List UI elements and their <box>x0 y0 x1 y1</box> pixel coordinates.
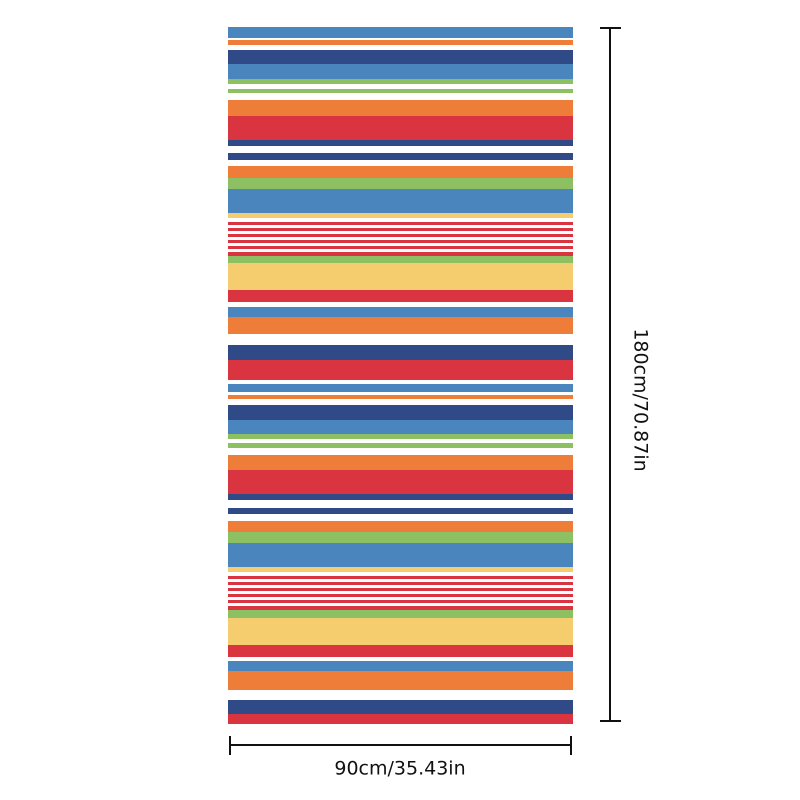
stripe <box>228 189 573 213</box>
stripe <box>228 434 573 439</box>
stripe <box>228 582 573 585</box>
stripe <box>228 116 573 140</box>
stripe <box>228 345 573 360</box>
stripe <box>228 588 573 591</box>
stripe <box>228 532 573 543</box>
stripe <box>228 470 573 494</box>
stripe <box>228 384 573 392</box>
height-dimension: 180cm/70.87in <box>600 27 652 722</box>
stripe <box>228 714 573 724</box>
stripe <box>228 594 573 597</box>
stripe <box>228 40 573 45</box>
stripe <box>228 443 573 448</box>
stripe <box>228 317 573 334</box>
height-label: 180cm/70.87in <box>630 328 652 471</box>
stripe <box>228 360 573 380</box>
stripe <box>228 661 573 671</box>
width-dimension: 90cm/35.43in <box>229 736 572 780</box>
stripe <box>228 420 573 434</box>
stripe <box>228 64 573 79</box>
stripe <box>228 240 573 243</box>
stripe <box>228 508 573 514</box>
stripe <box>228 228 573 231</box>
stripe <box>228 246 573 249</box>
stripe <box>228 618 573 645</box>
stripe <box>228 700 573 714</box>
striped-towel <box>228 27 573 724</box>
stripe <box>228 178 573 189</box>
stripe <box>228 79 573 84</box>
stripe <box>228 671 573 690</box>
stripe <box>228 27 573 38</box>
stripe <box>228 222 573 225</box>
stripe <box>228 140 573 146</box>
stripe <box>228 213 573 218</box>
stripe <box>228 252 573 256</box>
stripe <box>228 543 573 567</box>
stripe <box>228 89 573 93</box>
stripe <box>228 153 573 160</box>
stripe <box>228 263 573 290</box>
stripe <box>228 521 573 532</box>
width-label: 90cm/35.43in <box>334 758 465 780</box>
stripe <box>228 645 573 657</box>
stripe <box>228 576 573 579</box>
stripe <box>228 290 573 302</box>
stripe <box>228 494 573 500</box>
stripe <box>228 307 573 317</box>
stripe <box>228 395 573 399</box>
stripe <box>228 600 573 603</box>
stripe <box>228 610 573 618</box>
stripe <box>228 50 573 64</box>
stripe <box>228 567 573 572</box>
stripe <box>228 455 573 470</box>
stripe <box>228 405 573 420</box>
stripe <box>228 234 573 237</box>
stripe <box>228 100 573 116</box>
stripe <box>228 256 573 263</box>
stripe <box>228 166 573 178</box>
stripe <box>228 606 573 610</box>
